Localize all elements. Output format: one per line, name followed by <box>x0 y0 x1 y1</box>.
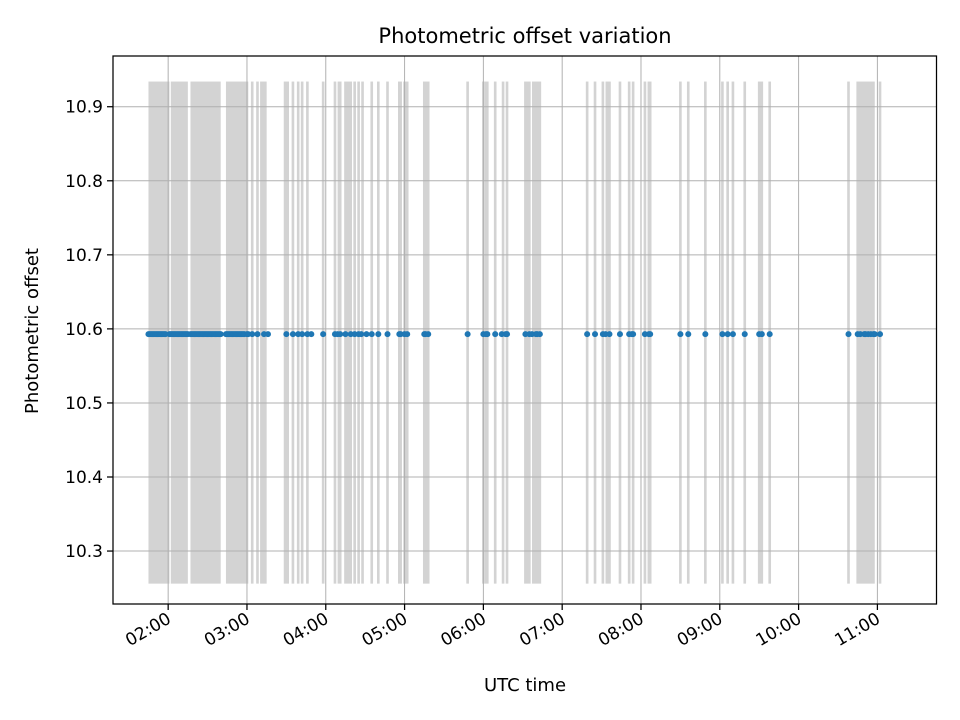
data-points <box>145 331 884 338</box>
data-point <box>877 331 884 338</box>
data-point <box>342 331 349 338</box>
chart-title: Photometric offset variation <box>378 24 671 48</box>
data-point <box>217 331 224 338</box>
data-point <box>289 331 296 338</box>
data-point <box>758 331 765 338</box>
data-point <box>425 331 432 338</box>
y-tick-label: 10.6 <box>65 320 103 340</box>
y-tick-label: 10.9 <box>65 98 103 118</box>
data-point <box>283 331 290 338</box>
data-point <box>264 331 271 338</box>
data-point <box>337 331 344 338</box>
y-tick-label: 10.3 <box>65 542 103 562</box>
data-point <box>702 331 709 338</box>
data-point <box>249 331 256 338</box>
data-point <box>845 331 852 338</box>
y-tick-label: 10.4 <box>65 468 103 488</box>
data-point <box>766 331 773 338</box>
data-point <box>719 331 726 338</box>
data-point <box>375 331 382 338</box>
data-point <box>358 331 365 338</box>
data-point <box>536 331 543 338</box>
data-point <box>320 331 327 338</box>
data-point <box>464 331 471 338</box>
data-point <box>363 331 370 338</box>
y-tick-label: 10.8 <box>65 172 103 192</box>
data-point <box>616 331 623 338</box>
data-point <box>484 331 491 338</box>
data-point <box>606 331 613 338</box>
data-point <box>492 331 499 338</box>
y-tick-label: 10.5 <box>65 394 103 414</box>
x-axis-label: UTC time <box>484 675 566 696</box>
data-point <box>724 331 731 338</box>
data-point <box>584 331 591 338</box>
data-point <box>254 331 261 338</box>
y-axis-ticks: 10.3 10.4 10.5 10.6 10.7 10.8 10.9 <box>65 98 113 562</box>
data-point <box>871 331 878 338</box>
data-point <box>308 331 315 338</box>
data-point <box>504 331 511 338</box>
data-point <box>677 331 684 338</box>
data-point <box>729 331 736 338</box>
grid-lines <box>113 56 937 604</box>
data-point <box>384 331 391 338</box>
data-point <box>299 331 306 338</box>
y-axis-label: Photometric offset <box>22 248 43 414</box>
plot-frame <box>112 55 938 605</box>
data-point <box>647 331 654 338</box>
data-point <box>368 331 375 338</box>
data-point <box>685 331 692 338</box>
y-tick-label: 10.7 <box>65 246 103 266</box>
data-point <box>592 331 599 338</box>
data-point <box>404 331 411 338</box>
data-point <box>741 331 748 338</box>
data-point <box>630 331 637 338</box>
error-band <box>344 81 353 584</box>
